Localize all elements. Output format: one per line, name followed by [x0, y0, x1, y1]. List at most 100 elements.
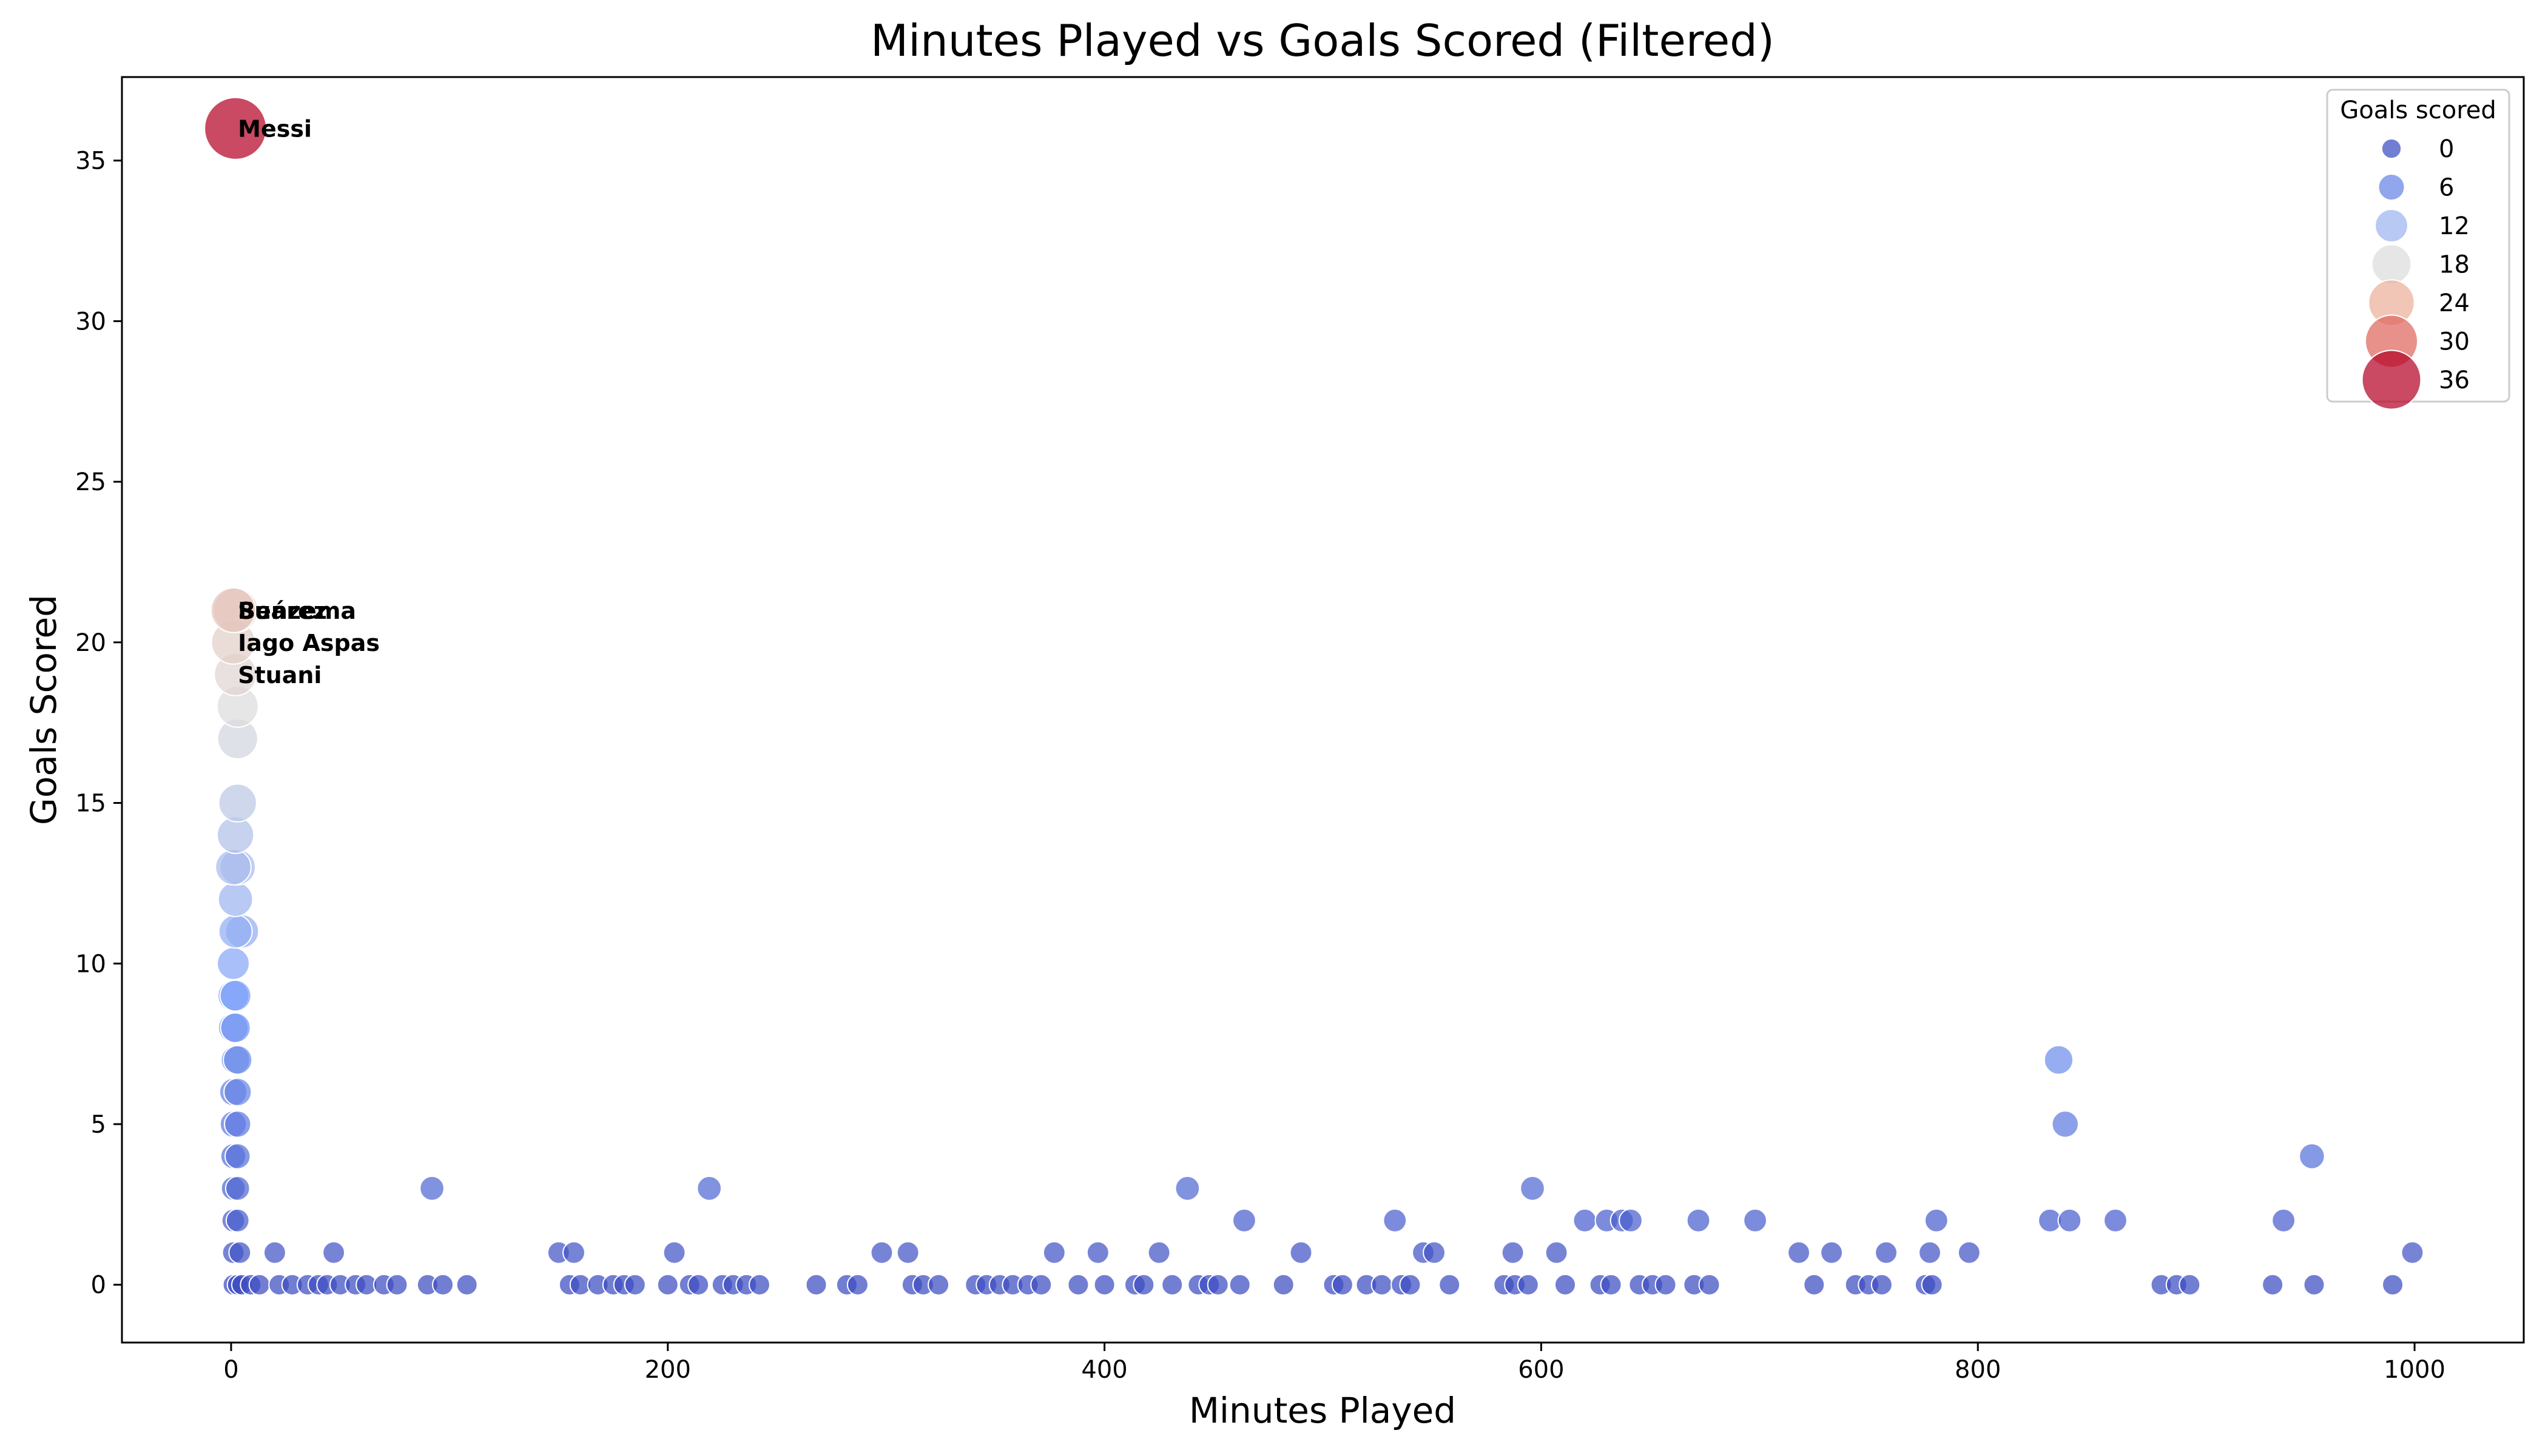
scatter-point [662, 1241, 686, 1264]
y-tick-label: 5 [91, 1111, 106, 1139]
y-axis: 0 5 10 15 20 25 30 35 [75, 147, 122, 1299]
scatter-point [1289, 1241, 1313, 1264]
scatter-point [846, 1273, 869, 1296]
scatter-point [1228, 1273, 1251, 1296]
scatter-point [1875, 1241, 1898, 1264]
scatter-point [1820, 1241, 1844, 1264]
scatter-point [322, 1241, 346, 1264]
scatter-point [1423, 1241, 1446, 1264]
scatter-point [805, 1273, 827, 1296]
scatter-point [1383, 1208, 1407, 1233]
scatter-point [210, 587, 257, 633]
scatter-point [215, 849, 252, 886]
legend-marker [2378, 173, 2405, 201]
scatter-point [1686, 1208, 1711, 1233]
scatter-point [218, 914, 253, 949]
scatter-point [419, 1176, 445, 1201]
scatter-point [218, 783, 257, 823]
y-tick-label: 10 [75, 950, 106, 978]
scatter-point [748, 1273, 770, 1296]
scatter-point [1370, 1273, 1393, 1296]
y-tick-label: 25 [75, 468, 106, 496]
scatter-point [1399, 1273, 1421, 1296]
scatter-point [1654, 1273, 1677, 1296]
point-annotation: Stuani [238, 662, 322, 689]
legend-label: 12 [2439, 212, 2470, 240]
scatter-point [1918, 1241, 1941, 1264]
legend-frame [2326, 89, 2510, 403]
points-layer [204, 96, 2424, 1296]
x-tick-label: 0 [223, 1356, 238, 1384]
scatter-point [1272, 1273, 1295, 1296]
scatter-point [2051, 1110, 2079, 1138]
scatter-point [1698, 1273, 1721, 1296]
scatter-point [2262, 1273, 2284, 1296]
scatter-point [456, 1273, 478, 1296]
x-tick-label: 1000 [2384, 1356, 2445, 1384]
scatter-point [1331, 1273, 1353, 1296]
scatter-point [1600, 1273, 1622, 1296]
scatter-point [263, 1241, 286, 1264]
scatter-point [386, 1273, 408, 1296]
scatter-point [1803, 1273, 1825, 1296]
plot-frame [121, 76, 2525, 1344]
scatter-point [562, 1241, 585, 1264]
y-tick-label: 35 [75, 147, 106, 175]
scatter-point [1957, 1241, 1981, 1264]
x-tick-label: 800 [1955, 1356, 2001, 1384]
scatter-point [870, 1241, 894, 1264]
x-tick-label: 400 [1081, 1356, 1127, 1384]
scatter-point [1042, 1241, 1066, 1264]
legend-label: 30 [2439, 328, 2470, 356]
legend-label: 0 [2439, 135, 2454, 163]
legend-label: 36 [2439, 366, 2470, 394]
x-tick-label: 200 [645, 1356, 691, 1384]
scatter-point [896, 1241, 920, 1264]
legend-marker [2381, 138, 2402, 160]
scatter-point [220, 1012, 251, 1043]
scatter-point [204, 96, 268, 160]
chart-title: Minutes Played vs Goals Scored (Filtered… [871, 15, 1774, 66]
legend: Goals scored 0 6 12 18 24 30 36 [2326, 89, 2510, 410]
scatter-point [1147, 1241, 1171, 1264]
legend-title: Goals scored [2340, 96, 2496, 124]
scatter-point [1133, 1273, 1155, 1296]
scatter-point [1438, 1273, 1461, 1296]
scatter-point [1545, 1241, 1568, 1264]
scatter-point [1520, 1176, 1545, 1201]
scatter-point [1501, 1241, 1525, 1264]
x-axis: 0 200 400 600 800 1000 [223, 1343, 2445, 1384]
scatter-point [687, 1273, 710, 1296]
y-tick-label: 15 [75, 790, 106, 818]
scatter-point [217, 946, 250, 980]
legend-marker [2371, 244, 2412, 285]
scatter-point [1554, 1273, 1576, 1296]
point-annotation: Suárez [238, 598, 327, 624]
scatter-point [2103, 1208, 2128, 1233]
scatter-point [1572, 1208, 1597, 1233]
scatter-point [696, 1176, 722, 1201]
y-tick-label: 30 [75, 308, 106, 335]
legend-label: 6 [2439, 174, 2454, 202]
point-annotation: Iago Aspas [238, 630, 380, 656]
legend-label: 24 [2439, 289, 2470, 317]
scatter-point [223, 1045, 253, 1075]
scatter-point [225, 1208, 250, 1233]
legend-marker [2361, 349, 2422, 410]
scatter-point [223, 1077, 252, 1107]
scatter-point [2271, 1208, 2296, 1233]
scatter-point [1067, 1273, 1090, 1296]
scatter-point [656, 1273, 679, 1296]
scatter-point [1207, 1273, 1229, 1296]
scatter-point [217, 881, 254, 917]
scatter-point [224, 1110, 252, 1138]
scatter-point [1161, 1273, 1184, 1296]
scatter-point [1924, 1208, 1949, 1233]
scatter-point [2299, 1143, 2325, 1170]
scatter-point [1743, 1208, 1768, 1233]
scatter-point [1232, 1208, 1256, 1233]
scatter-point [2043, 1045, 2074, 1075]
x-tick-label: 600 [1518, 1356, 1564, 1384]
